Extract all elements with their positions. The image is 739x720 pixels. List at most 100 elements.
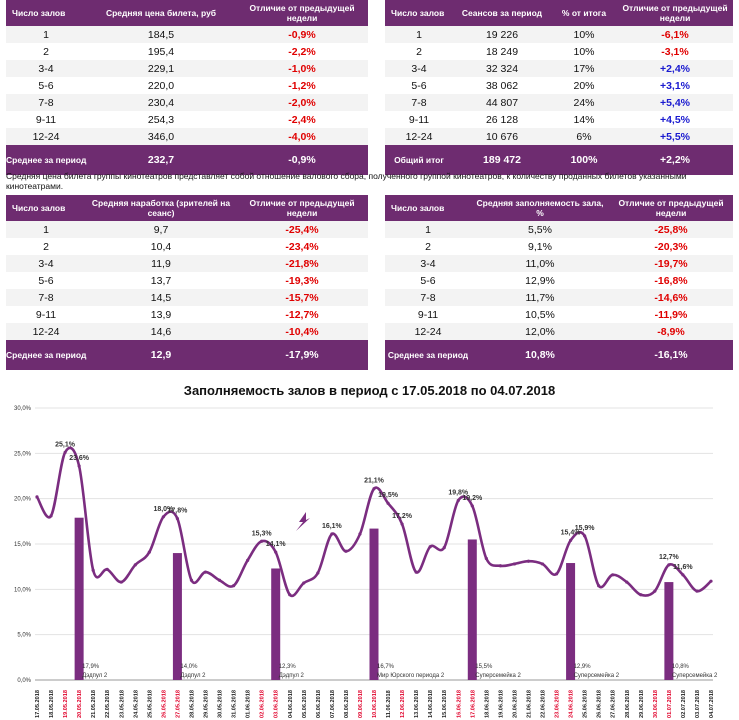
bar-film-label: Дэдпул 2 xyxy=(279,673,305,679)
x-tick-label: 19.06.2018 xyxy=(498,690,504,718)
bar-film-label: Суперсемейка 2 xyxy=(475,672,521,679)
y-tick-label: 20,0% xyxy=(14,497,32,503)
point-value-label: 16,1% xyxy=(322,523,343,530)
data-point xyxy=(260,539,264,543)
data-point xyxy=(133,563,137,567)
bar-film-label: Суперсемейка 2 xyxy=(574,672,620,679)
data-point xyxy=(358,532,362,536)
x-tick-label: 17.06.2018 xyxy=(470,690,476,718)
y-tick-label: 0,0% xyxy=(17,678,31,684)
value-cell: 12,0% xyxy=(471,323,609,340)
diff-cell: +3,1% xyxy=(617,77,733,94)
x-tick-label: 20.05.2018 xyxy=(77,690,83,718)
value-cell: 10 676 xyxy=(453,128,551,145)
x-tick-label: 20.06.2018 xyxy=(512,690,518,718)
table-row: 12-24 346,0 -4,0% xyxy=(6,128,368,145)
table-row: 12-24 12,0% -8,9% xyxy=(385,323,733,340)
x-tick-label: 27.06.2018 xyxy=(611,690,617,718)
diff-cell: -20,3% xyxy=(609,238,733,255)
y-tick-label: 15,0% xyxy=(14,542,32,548)
bar xyxy=(664,582,674,680)
table-row: 2 10,4 -23,4% xyxy=(6,238,368,255)
x-tick-label: 29.05.2018 xyxy=(204,690,210,718)
data-point xyxy=(246,558,250,562)
data-point xyxy=(526,559,531,563)
x-tick-label: 29.06.2018 xyxy=(639,690,645,718)
point-value-label: 17,2% xyxy=(392,513,413,520)
x-tick-label: 27.05.2018 xyxy=(175,690,181,718)
data-point xyxy=(231,584,236,588)
table-row: 5-6 12,9% -16,8% xyxy=(385,272,733,289)
data-point xyxy=(695,589,699,593)
x-tick-label: 02.06.2018 xyxy=(260,690,266,718)
data-point xyxy=(625,580,629,584)
col-header: Число залов xyxy=(385,195,471,221)
halls-cell: 5-6 xyxy=(6,77,86,94)
data-point xyxy=(554,572,559,576)
x-tick-label: 01.06.2018 xyxy=(246,690,252,718)
data-point xyxy=(709,579,713,583)
data-point xyxy=(189,578,194,582)
occupancy-chart: 0,0% 5,0% 10,0% 15,0% 20,0% 25,0% 30,0% 17,9% Дэ… xyxy=(14,406,718,718)
point-value-label: 25,1% xyxy=(55,441,76,448)
bar xyxy=(271,568,281,680)
x-tick-label: 06.06.2018 xyxy=(316,690,322,718)
value-cell: 19 226 xyxy=(453,26,551,43)
data-point xyxy=(400,522,404,526)
halls-cell: 5-6 xyxy=(6,272,86,289)
diff-cell: -15,7% xyxy=(236,289,368,306)
data-point xyxy=(414,570,418,574)
value-cell: 13,9 xyxy=(86,306,236,323)
halls-cell: 2 xyxy=(6,43,86,60)
data-point xyxy=(274,550,278,554)
value-cell: 24% xyxy=(551,94,617,111)
halls-cell: 2 xyxy=(385,43,453,60)
value-cell: 17% xyxy=(551,60,617,77)
halls-cell: 5-6 xyxy=(385,272,471,289)
x-tick-label: 25.05.2018 xyxy=(147,690,153,718)
table-row: 1 5,5% -25,8% xyxy=(385,221,733,238)
table-row: 9-11 26 128 14% +4,5% xyxy=(385,111,733,128)
table-footer-row: Среднее за период 12,9 -17,9% xyxy=(6,340,368,370)
halls-cell: 3-4 xyxy=(6,255,86,272)
data-point xyxy=(302,581,306,585)
bar-value-label: 17,9% xyxy=(82,664,100,670)
x-tick-label: 03.06.2018 xyxy=(274,690,280,718)
bar xyxy=(566,563,576,680)
value-cell: 230,4 xyxy=(86,94,236,111)
x-tick-label: 04.06.2018 xyxy=(288,690,294,718)
x-tick-label: 31.05.2018 xyxy=(232,690,238,718)
x-tick-label: 28.06.2018 xyxy=(625,690,631,718)
point-value-label: 15,3% xyxy=(252,530,273,537)
col-header: Число залов xyxy=(385,0,453,26)
col-header: Средняя заполняемость зала, % xyxy=(471,195,609,221)
footer-label: Среднее за период xyxy=(6,340,86,370)
halls-cell: 1 xyxy=(385,221,471,238)
table-row: 9-11 254,3 -2,4% xyxy=(6,111,368,128)
diff-cell: -3,1% xyxy=(617,43,733,60)
footer-share: 100% xyxy=(551,145,617,175)
point-value-label: 19,2% xyxy=(462,495,483,502)
col-header: Отличие от предыдущей недели xyxy=(609,195,733,221)
table-footer-row: Общий итог 189 472 100% +2,2% xyxy=(385,145,733,175)
bar-value-label: 14,0% xyxy=(180,664,198,670)
footer-diff: -17,9% xyxy=(236,340,368,370)
audience-per-session-table: Число залов Средняя наработка (зрителей … xyxy=(6,195,368,370)
data-point xyxy=(288,593,292,597)
data-point xyxy=(203,570,208,574)
avg-ticket-price-table: Число залов Средняя цена билета, руб Отл… xyxy=(6,0,368,175)
data-point xyxy=(330,532,334,536)
halls-cell: 3-4 xyxy=(385,60,453,77)
point-value-label: 14,1% xyxy=(266,541,287,548)
halls-cell: 9-11 xyxy=(6,306,86,323)
bar xyxy=(172,553,182,680)
halls-cell: 12-24 xyxy=(6,128,86,145)
x-tick-label: 15.06.2018 xyxy=(442,690,448,718)
bar-film-label: Дэдпул 2 xyxy=(82,673,108,679)
chart-title: Заполняемость залов в период с 17.05.201… xyxy=(183,383,556,398)
footer-value: 232,7 xyxy=(86,145,236,175)
x-tick-label: 04.07.2018 xyxy=(709,690,715,718)
bar xyxy=(369,528,379,680)
point-value-label: 11,6% xyxy=(673,564,693,571)
data-point xyxy=(316,571,320,575)
